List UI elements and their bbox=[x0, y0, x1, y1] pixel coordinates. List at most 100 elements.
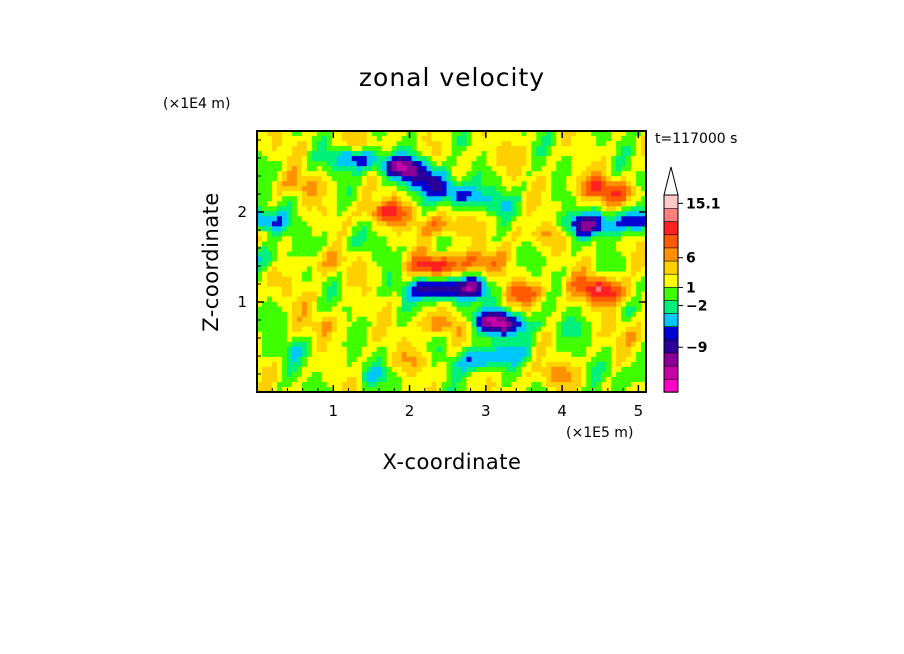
heatmap-cell bbox=[426, 136, 433, 142]
heatmap-cell bbox=[421, 171, 428, 177]
heatmap-cell bbox=[616, 191, 622, 197]
heatmap-cell bbox=[401, 356, 408, 363]
heatmap-cell bbox=[346, 186, 353, 192]
heatmap-cell bbox=[416, 326, 423, 333]
heatmap-cell bbox=[571, 331, 577, 338]
heatmap-cell bbox=[521, 231, 527, 237]
heatmap-cell bbox=[341, 366, 348, 373]
heatmap-cell bbox=[436, 206, 443, 212]
heatmap-cell bbox=[431, 346, 438, 353]
heatmap-cell bbox=[401, 221, 408, 227]
heatmap-cell bbox=[581, 361, 587, 368]
heatmap-cell bbox=[436, 326, 443, 333]
heatmap-cell bbox=[286, 251, 293, 258]
heatmap-cell bbox=[261, 226, 268, 232]
heatmap-cell bbox=[346, 321, 353, 328]
heatmap-cell bbox=[311, 381, 318, 388]
heatmap-cell bbox=[431, 376, 438, 383]
heatmap-cell bbox=[341, 351, 348, 358]
heatmap-cell bbox=[566, 226, 572, 232]
heatmap-cell bbox=[586, 356, 592, 363]
heatmap-cell bbox=[296, 281, 303, 288]
heatmap-cell bbox=[506, 271, 512, 278]
heatmap-cell bbox=[291, 271, 298, 278]
heatmap-cell bbox=[421, 366, 428, 373]
heatmap-cell bbox=[471, 251, 478, 258]
heatmap-cell bbox=[561, 226, 567, 232]
heatmap-cell bbox=[316, 271, 323, 278]
heatmap-cell bbox=[551, 201, 557, 207]
heatmap-cell bbox=[546, 181, 552, 187]
heatmap-cell bbox=[446, 161, 453, 167]
heatmap-cell bbox=[426, 266, 433, 273]
heatmap-cell bbox=[346, 151, 353, 157]
heatmap-cell bbox=[276, 356, 283, 363]
heatmap-cell bbox=[466, 151, 473, 157]
heatmap-cell bbox=[501, 266, 507, 273]
heatmap-cell bbox=[316, 181, 323, 187]
heatmap-cell bbox=[471, 211, 478, 217]
heatmap-cell bbox=[381, 241, 388, 248]
heatmap-cell bbox=[461, 266, 468, 273]
heatmap-cell bbox=[351, 151, 358, 157]
heatmap-cell bbox=[321, 251, 328, 258]
heatmap-cell bbox=[471, 166, 478, 172]
heatmap-cell bbox=[371, 196, 378, 202]
heatmap-cell bbox=[471, 206, 478, 212]
heatmap-cell bbox=[411, 276, 418, 283]
heatmap-cell bbox=[566, 386, 572, 392]
heatmap-cell bbox=[561, 241, 567, 248]
heatmap-cell bbox=[476, 206, 483, 212]
heatmap-cell bbox=[401, 216, 408, 222]
heatmap-cell bbox=[496, 156, 502, 162]
heatmap-cell bbox=[406, 156, 413, 162]
heatmap-cell bbox=[411, 206, 418, 212]
heatmap-cell bbox=[361, 166, 368, 172]
heatmap-cell bbox=[616, 296, 622, 303]
heatmap-cell bbox=[621, 331, 627, 338]
heatmap-cell bbox=[496, 226, 502, 232]
heatmap-cell bbox=[481, 301, 488, 308]
heatmap-cell bbox=[271, 156, 278, 162]
heatmap-cell bbox=[626, 241, 632, 248]
heatmap-cell bbox=[321, 231, 328, 237]
heatmap-cell bbox=[621, 216, 627, 222]
heatmap-cell bbox=[261, 351, 268, 358]
heatmap-cell bbox=[526, 341, 532, 348]
heatmap-cell bbox=[616, 206, 622, 212]
heatmap-cell bbox=[331, 176, 338, 182]
heatmap-cell bbox=[341, 246, 348, 253]
heatmap-cell bbox=[261, 196, 268, 202]
heatmap-cell bbox=[416, 271, 423, 278]
heatmap-cell bbox=[626, 331, 632, 338]
heatmap-cell bbox=[257, 346, 263, 353]
heatmap-cell bbox=[386, 381, 393, 388]
heatmap-cell bbox=[406, 251, 413, 258]
heatmap-cell bbox=[591, 276, 597, 283]
heatmap-cell bbox=[376, 281, 383, 288]
heatmap-cell bbox=[586, 381, 592, 388]
heatmap-cell bbox=[571, 161, 577, 167]
heatmap-cell bbox=[381, 276, 388, 283]
heatmap-cell bbox=[276, 161, 283, 167]
heatmap-cell bbox=[321, 371, 328, 378]
heatmap-cell bbox=[386, 146, 393, 152]
heatmap-cell bbox=[406, 276, 413, 283]
heatmap-cell bbox=[621, 171, 627, 177]
heatmap-cell bbox=[336, 311, 343, 318]
heatmap-cell bbox=[521, 386, 527, 392]
heatmap-cell bbox=[286, 311, 293, 318]
heatmap-cell bbox=[521, 216, 527, 222]
heatmap-cell bbox=[596, 186, 602, 192]
heatmap-cell bbox=[526, 306, 532, 313]
heatmap-cell bbox=[571, 341, 577, 348]
heatmap-cell bbox=[391, 261, 398, 268]
heatmap-cell bbox=[581, 161, 587, 167]
heatmap-cell bbox=[331, 341, 338, 348]
heatmap-cell bbox=[331, 231, 338, 237]
heatmap-cell bbox=[451, 206, 458, 212]
heatmap-cell bbox=[306, 226, 313, 232]
heatmap-cell bbox=[456, 251, 463, 258]
heatmap-cell bbox=[611, 301, 617, 308]
heatmap-cell bbox=[376, 151, 383, 157]
